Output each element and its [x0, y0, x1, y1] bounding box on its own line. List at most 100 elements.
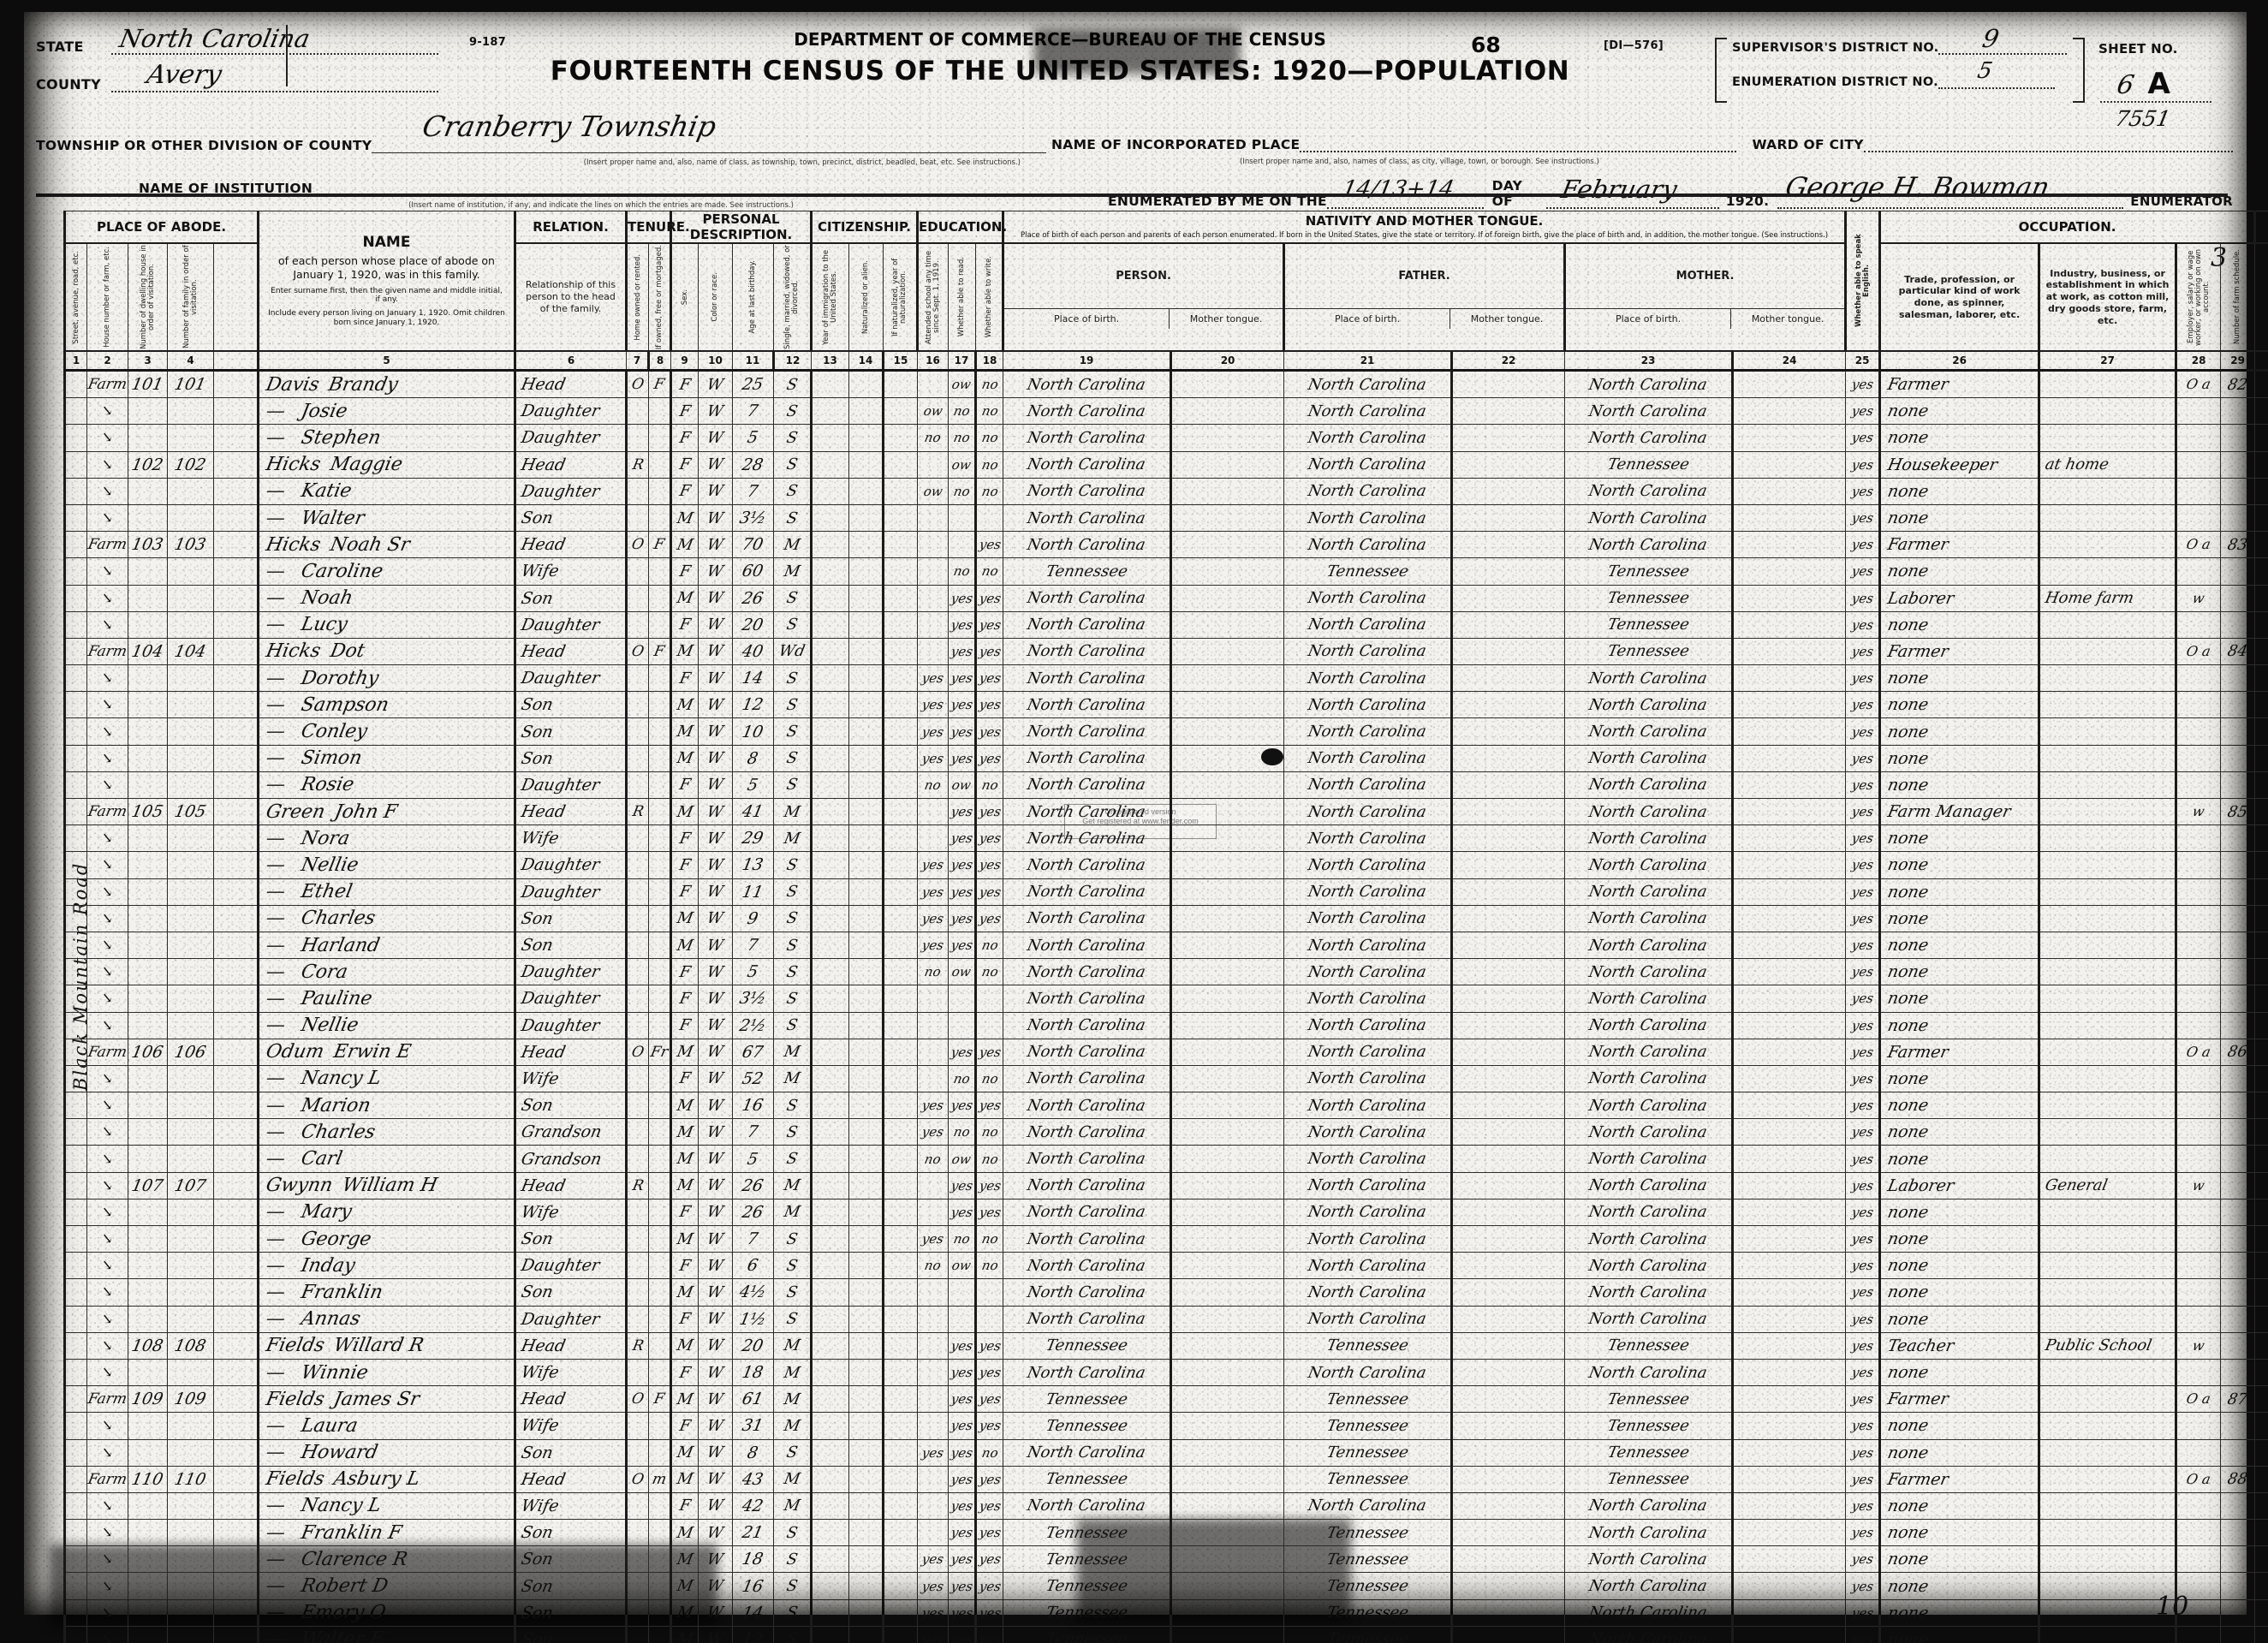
- cell-spacer: [213, 369, 259, 399]
- cell-naturalized: [848, 1145, 884, 1173]
- cell-occupation: none: [1878, 1011, 2040, 1039]
- cell-occupation: none: [1878, 1278, 2040, 1307]
- cell-street: ↘: [86, 1171, 128, 1200]
- cell-marital: S: [773, 1278, 812, 1307]
- cell-tenure: [625, 1145, 649, 1173]
- cell-street: ↘: [86, 904, 128, 932]
- cell-tenure-free: [648, 1011, 671, 1039]
- cell-industry: Home farm: [2038, 584, 2177, 612]
- cell-age: 8: [732, 1438, 774, 1467]
- cell-marital: S: [773, 744, 812, 772]
- cell-person-tongue: [1170, 1145, 1285, 1173]
- cell-line-number: 7: [2254, 531, 2268, 559]
- cell-line-marker: [63, 664, 87, 693]
- cell-tenure-free: [648, 1438, 671, 1467]
- cell-race: W: [698, 531, 733, 559]
- cell-naturalized: [848, 744, 884, 772]
- cell-write: yes: [974, 1572, 1004, 1600]
- cell-street: ↘: [86, 1011, 128, 1039]
- cell-father-birthplace: Tennessee: [1283, 1331, 1453, 1360]
- cell-industry: [2038, 1598, 2177, 1627]
- cell-mother-tongue: [1731, 1625, 1847, 1643]
- cell-street: Farm: [86, 637, 128, 666]
- cell-read: yes: [948, 1519, 977, 1547]
- cell-occupation: none: [1878, 1572, 2040, 1600]
- cell-school: ow: [917, 397, 949, 426]
- cell-tenure-free: [648, 664, 671, 693]
- name-heading: NAME: [362, 234, 411, 252]
- cell-person-tongue: [1170, 369, 1285, 399]
- cell-employer-class: O a: [2175, 531, 2222, 559]
- cell-occupation: Laborer: [1878, 1171, 2040, 1200]
- cell-race: W: [698, 397, 733, 426]
- col-13-header: Year of immigration to the United States…: [810, 242, 849, 352]
- cell-tenure: R: [625, 797, 649, 826]
- cell-spacer: [213, 1011, 259, 1039]
- cell-tenure-free: [648, 851, 671, 879]
- cell-employer-class: [2175, 610, 2222, 639]
- cell-dwelling: [128, 771, 168, 800]
- cell-family: [167, 1064, 214, 1093]
- cell-sex: M: [670, 584, 699, 612]
- cell-employer-class: [2175, 1491, 2222, 1521]
- cell-race: W: [698, 1625, 733, 1643]
- nativity-father-header: FATHER. Place of birth. Mother tongue.: [1283, 242, 1566, 352]
- cell-employer-class: [2175, 1519, 2222, 1547]
- cell-person-birthplace: North Carolina: [1003, 1092, 1172, 1120]
- cell-naturalization-year: [881, 691, 919, 719]
- cell-dwelling: [128, 931, 168, 960]
- cell-tenure: [625, 1118, 649, 1146]
- cell-dwelling: [128, 717, 168, 746]
- cell-school: yes: [917, 878, 949, 906]
- cell-sex: M: [670, 1092, 699, 1120]
- cell-line-marker: [63, 1519, 87, 1547]
- cell-relation: Son: [514, 1545, 627, 1574]
- cell-person-tongue: [1170, 664, 1285, 693]
- cell-tenure: O: [625, 637, 649, 666]
- cell-line-number: 40: [2254, 1412, 2268, 1440]
- cell-write: yes: [974, 1491, 1004, 1521]
- cell-family: [167, 1224, 214, 1253]
- cell-immigration-year: [810, 1625, 849, 1643]
- cell-mother-tongue: [1731, 1171, 1847, 1200]
- cell-sex: M: [670, 1572, 699, 1600]
- cell-father-tongue: [1450, 531, 1566, 559]
- cell-sex: M: [670, 1625, 699, 1643]
- cell-naturalization-year: [881, 744, 919, 772]
- cell-occupation: none: [1878, 477, 2040, 505]
- cell-immigration-year: [810, 1198, 849, 1227]
- cell-tenure: [625, 1011, 649, 1039]
- cell-mother-birthplace: Tennessee: [1564, 1412, 1734, 1440]
- cell-mother-tongue: [1731, 771, 1847, 800]
- cell-industry: [2038, 477, 2177, 505]
- cell-farm-schedule: [2220, 584, 2256, 612]
- cell-school: [917, 1331, 949, 1360]
- cell-line-number: 37: [2254, 1331, 2268, 1360]
- cell-line-marker: [63, 931, 87, 960]
- cell-mother-birthplace: North Carolina: [1564, 1545, 1734, 1574]
- col-19-header: Place of birth.: [1004, 308, 1170, 329]
- cell-family: [167, 985, 214, 1013]
- cell-dwelling: [128, 664, 168, 693]
- cell-naturalized: [848, 958, 884, 986]
- cell-school: no: [917, 424, 949, 452]
- cell-mother-birthplace: North Carolina: [1564, 1145, 1734, 1173]
- cell-sex: M: [670, 797, 699, 826]
- cell-father-tongue: [1450, 450, 1566, 479]
- cell-employer-class: w: [2175, 1331, 2222, 1360]
- sheet-value: 6: [2114, 70, 2137, 100]
- cell-write: yes: [974, 584, 1004, 612]
- cell-mother-birthplace: North Carolina: [1564, 1092, 1734, 1120]
- cell-immigration-year: [810, 1305, 849, 1333]
- num-23: 23: [1564, 350, 1734, 372]
- cell-line-number: 15: [2254, 744, 2268, 772]
- cell-tenure: [625, 397, 649, 426]
- cell-read: no: [948, 1224, 977, 1253]
- cell-speak-english: yes: [1845, 557, 1881, 586]
- cell-speak-english: yes: [1845, 797, 1881, 826]
- cell-name: — Katie: [257, 477, 515, 505]
- num-11: 11: [732, 350, 774, 372]
